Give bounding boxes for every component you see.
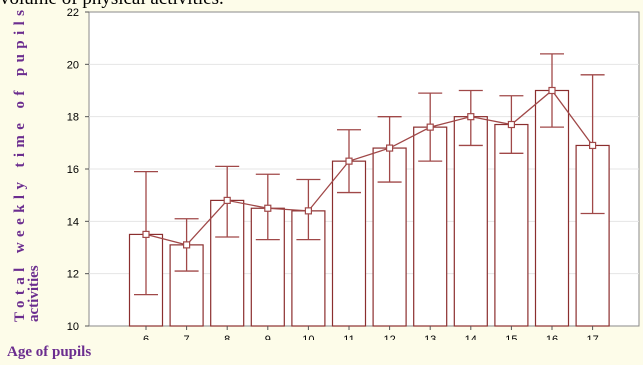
y-axis-label-line2-wrap: activities [26,265,42,322]
y-axis-ticks: 10 12 14 16 18 20 22 [67,7,89,333]
y-tick-label: 16 [67,164,79,176]
y-tick-label: 20 [67,59,79,71]
data-point [386,144,394,152]
x-tick-label: 13 [424,334,436,340]
y-tick-label: 18 [67,112,79,124]
x-tick-label: 15 [505,334,517,340]
x-tick-label: 7 [184,334,190,340]
x-tick-label: 17 [586,334,598,340]
x-tick-label: 14 [465,334,477,340]
data-point [183,241,191,249]
data-point [345,157,353,165]
y-tick-label: 10 [67,321,79,333]
data-point [507,120,515,129]
caption-fragment: volume of physical activities. [0,0,224,10]
bar [453,116,488,327]
mean-polyline [145,89,594,246]
x-axis-ticks: 6 7 8 9 10 11 12 13 14 15 16 17 [143,326,599,340]
bar [534,89,570,327]
x-tick-label: 8 [224,334,230,340]
data-point [223,196,231,204]
x-tick-label: 10 [302,334,314,340]
data-points [142,86,597,249]
data-point [264,204,272,212]
data-point [304,207,312,215]
y-tick-label: 22 [67,7,79,19]
mean-line [145,89,594,246]
data-point [588,141,597,150]
bar [494,123,529,327]
bar-chart: 10 12 14 16 18 20 22 6 7 8 9 10 11 12 13 14 15 16 17 [67,7,640,340]
data-point [548,86,556,95]
x-tick-label: 11 [343,334,354,340]
y-tick-label: 14 [67,216,79,228]
x-axis-label: Age of pupils [7,344,92,360]
y-axis-label-line2: activities [26,265,42,322]
data-point [142,230,150,239]
x-tick-label: 12 [383,334,395,340]
data-point [426,123,434,131]
x-tick-label: 16 [546,334,558,340]
x-tick-label: 6 [143,334,149,340]
x-tick-label: 9 [265,334,271,340]
y-tick-label: 12 [67,269,79,281]
y-axis-label: Total weekly time of pupils [12,10,28,322]
data-point [467,113,475,121]
